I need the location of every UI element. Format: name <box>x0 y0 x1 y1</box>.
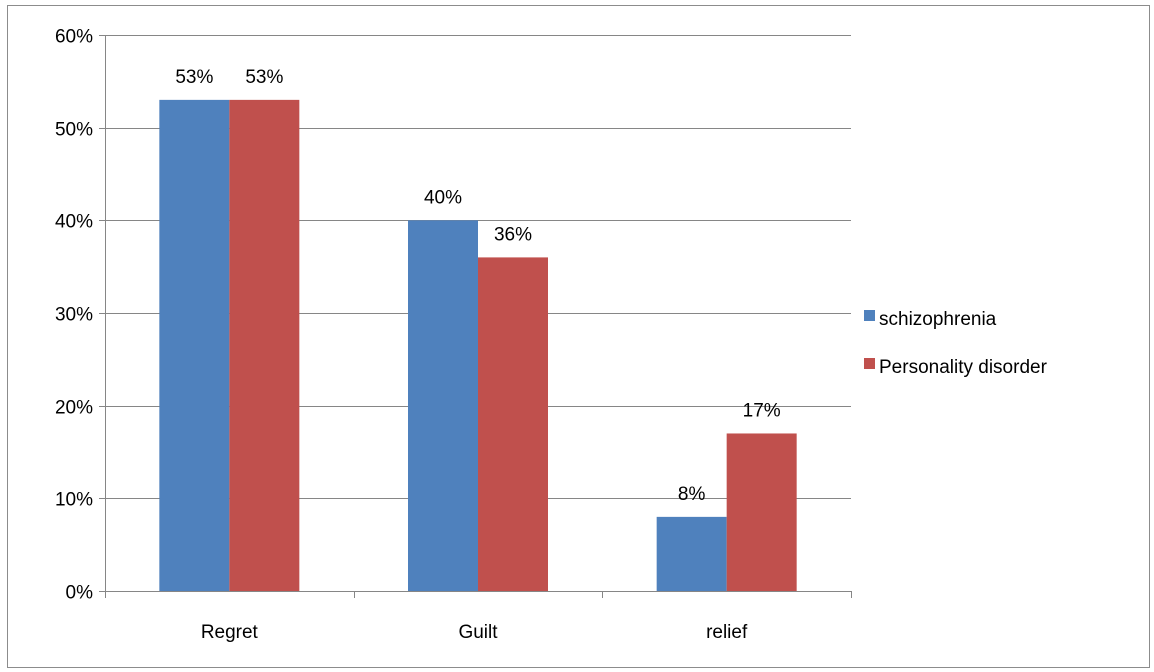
legend-label: Personality disorder <box>879 357 1048 378</box>
legend-swatch <box>864 358 875 369</box>
bar <box>478 257 548 591</box>
bar <box>408 220 478 592</box>
y-tick-label: 50% <box>55 120 93 141</box>
legend-swatch <box>864 310 875 321</box>
data-label: 8% <box>678 484 706 505</box>
y-tick-label: 10% <box>55 490 93 511</box>
y-tick-label: 0% <box>66 583 94 604</box>
y-tick-label: 20% <box>55 398 93 419</box>
bar <box>229 99 300 591</box>
data-label: 17% <box>743 400 781 421</box>
y-tick-label: 60% <box>55 27 93 48</box>
legend-label: schizophrenia <box>879 309 997 330</box>
data-label: 53% <box>175 67 213 88</box>
data-label: 36% <box>494 224 532 245</box>
bar <box>159 99 230 591</box>
x-tick-label: relief <box>706 622 748 643</box>
x-tick-label: Regret <box>201 622 259 643</box>
bar <box>656 516 727 591</box>
bar <box>726 433 797 591</box>
data-label: 40% <box>424 187 462 208</box>
y-tick-label: 30% <box>55 305 93 326</box>
data-label: 53% <box>245 67 283 88</box>
y-tick-label: 40% <box>55 212 93 233</box>
x-tick-label: Guilt <box>458 622 498 643</box>
